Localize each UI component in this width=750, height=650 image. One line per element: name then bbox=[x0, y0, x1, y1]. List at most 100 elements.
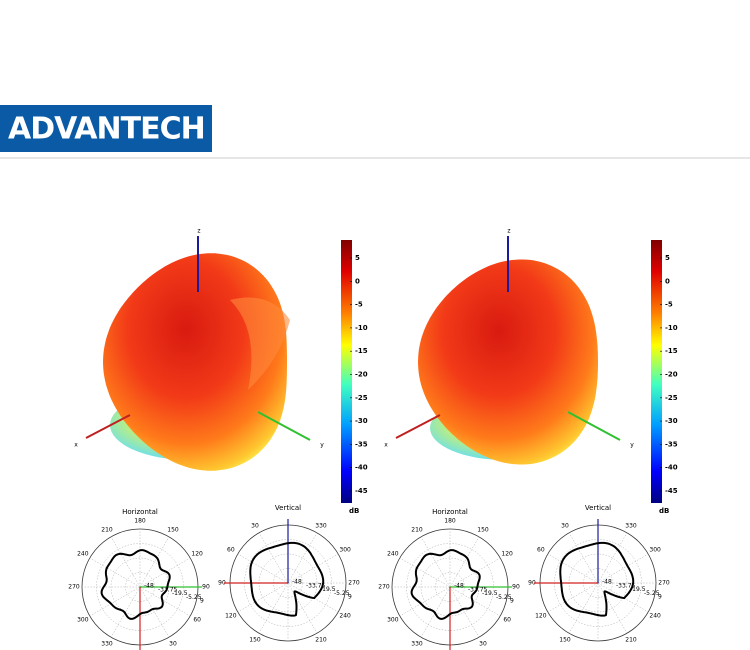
pattern-3d bbox=[418, 259, 598, 465]
polar-spoke bbox=[237, 553, 289, 584]
polar-angle: 270 bbox=[68, 584, 80, 591]
colorbar-label: 5 bbox=[665, 254, 670, 262]
polar-angle: 330 bbox=[625, 522, 637, 529]
polar-spoke bbox=[547, 553, 599, 584]
polar-spoke bbox=[287, 532, 318, 584]
colorbar-label: -10 bbox=[355, 324, 368, 332]
polar-angle: 180 bbox=[444, 518, 456, 525]
axis-y bbox=[567, 411, 621, 441]
polar-spoke bbox=[449, 557, 501, 588]
polar-ring-label: -5.25 bbox=[186, 594, 202, 601]
polar-angle: 90 bbox=[218, 580, 226, 587]
polar-ring-label: -48 bbox=[292, 579, 302, 586]
polar-angle: 60 bbox=[503, 617, 511, 624]
polar-angle: 300 bbox=[649, 547, 661, 554]
polar-angle: 30 bbox=[251, 522, 259, 529]
polar-angle: 150 bbox=[249, 637, 261, 644]
polar-angle: 90 bbox=[512, 584, 520, 591]
polar-ring-label: -33.75 bbox=[616, 582, 636, 589]
colorbar-label: -10 bbox=[665, 324, 678, 332]
polar-angle: 330 bbox=[101, 641, 113, 648]
polar-ring-label: -48 bbox=[602, 579, 612, 586]
polar-ring-label: -33.75 bbox=[468, 586, 488, 593]
polar-spoke bbox=[597, 582, 649, 613]
polar-spoke bbox=[110, 536, 141, 588]
polar-angle: 330 bbox=[315, 522, 327, 529]
polar-ring-label: 9 bbox=[200, 598, 204, 605]
polar-angle: 270 bbox=[378, 584, 390, 591]
polar-angle: 90 bbox=[202, 584, 210, 591]
polar-angle: 270 bbox=[658, 580, 670, 587]
polar-angle: 240 bbox=[77, 551, 89, 558]
colorbar-label: -45 bbox=[355, 487, 368, 495]
polar-spoke bbox=[568, 582, 599, 634]
polar-pattern bbox=[559, 541, 635, 617]
colorbar-label: 0 bbox=[665, 277, 670, 285]
polar-spoke bbox=[89, 557, 141, 588]
colorbar-label: -20 bbox=[665, 371, 678, 379]
axis-label: y bbox=[630, 442, 634, 449]
colorbar-label: 5 bbox=[355, 254, 360, 262]
polar-angle: 270 bbox=[348, 580, 360, 587]
polar-ring-label: -48 bbox=[454, 583, 464, 590]
polar-angle: 300 bbox=[339, 547, 351, 554]
polar-angle: 120 bbox=[191, 551, 203, 558]
polar-angle: 150 bbox=[559, 637, 571, 644]
colorbar-label: -15 bbox=[355, 347, 368, 355]
polar-angle: 210 bbox=[101, 526, 113, 533]
polar-spoke bbox=[110, 586, 141, 638]
polar-angle: 210 bbox=[625, 637, 637, 644]
axis-y bbox=[257, 411, 311, 441]
axis-label: x bbox=[384, 442, 388, 449]
logo-box bbox=[0, 105, 212, 152]
polar-angle: 300 bbox=[77, 617, 89, 624]
pattern-lobe bbox=[230, 297, 290, 390]
colorbar-unit: dB bbox=[659, 507, 669, 515]
polar-spoke bbox=[449, 586, 480, 638]
polar-angle: 120 bbox=[501, 551, 513, 558]
polar-spoke bbox=[139, 586, 170, 638]
colorbar-label: 0 bbox=[355, 277, 360, 285]
colorbar-label: -5 bbox=[665, 301, 673, 309]
colorbar bbox=[651, 240, 662, 503]
polar-spoke bbox=[89, 586, 141, 617]
polar-ring-label: -19.5 bbox=[630, 586, 646, 593]
colorbar-label: -30 bbox=[665, 417, 678, 425]
polar-spoke bbox=[258, 532, 289, 584]
colorbar-unit: dB bbox=[349, 507, 359, 515]
polar-spoke bbox=[139, 586, 191, 617]
polar-angle: 240 bbox=[339, 613, 351, 620]
axis-label: z bbox=[197, 228, 200, 235]
polar-spoke bbox=[597, 532, 628, 584]
polar-ring-label: -48 bbox=[144, 583, 154, 590]
polar-angle: 150 bbox=[477, 526, 489, 533]
polar-angle: 300 bbox=[387, 617, 399, 624]
polar-ring-label: 9 bbox=[510, 598, 514, 605]
polar-ring-label: -5.25 bbox=[644, 590, 660, 597]
axis-x bbox=[395, 414, 441, 439]
polar-title: Horizontal bbox=[432, 508, 468, 516]
polar-angle: 240 bbox=[387, 551, 399, 558]
logo: ADVANTECH bbox=[8, 112, 205, 147]
polar-spoke bbox=[420, 536, 451, 588]
polar-angle: 150 bbox=[167, 526, 179, 533]
polar-spoke bbox=[568, 532, 599, 584]
colorbar-label: -40 bbox=[355, 464, 368, 472]
polar-spoke bbox=[449, 536, 480, 588]
polar-angle: 30 bbox=[479, 641, 487, 648]
polar-ring-label: 9 bbox=[348, 594, 352, 601]
polar-angle: 60 bbox=[193, 617, 201, 624]
polar-angle: 30 bbox=[561, 522, 569, 529]
polar-ring-label: -19.5 bbox=[172, 590, 188, 597]
polar-spoke bbox=[139, 536, 170, 588]
polar-spoke bbox=[597, 553, 649, 584]
polar-title: Vertical bbox=[275, 504, 301, 512]
axis-label: z bbox=[507, 228, 510, 235]
polar-spoke bbox=[597, 582, 628, 634]
polar-angle: 210 bbox=[411, 526, 423, 533]
polar-ring-label: -33.75 bbox=[158, 586, 178, 593]
polar-ring-label: 9 bbox=[658, 594, 662, 601]
colorbar-label: -15 bbox=[665, 347, 678, 355]
colorbar bbox=[341, 240, 352, 503]
